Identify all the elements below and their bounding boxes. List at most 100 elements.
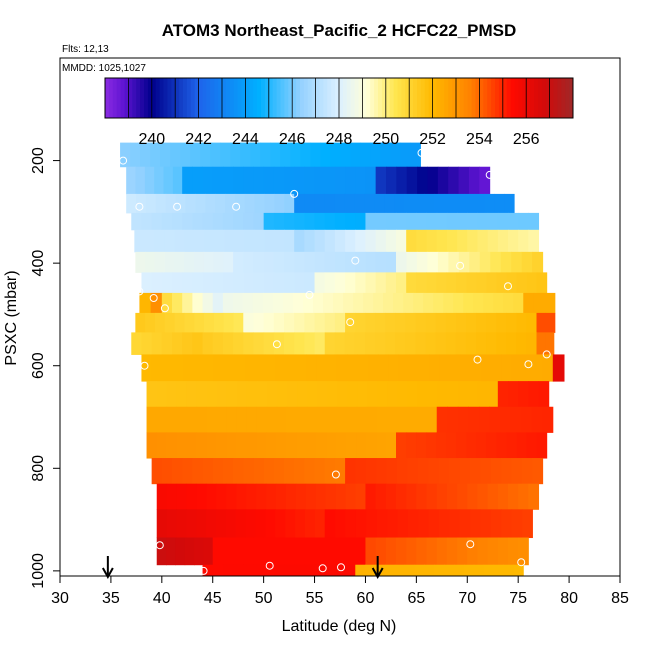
heatmap-cell xyxy=(405,332,416,355)
x-tick-label: 80 xyxy=(560,590,578,607)
heatmap-cell xyxy=(400,142,411,168)
heatmap-cell xyxy=(528,229,540,253)
heatmap-cell xyxy=(304,312,316,333)
heatmap-cell xyxy=(285,483,297,510)
sample-point xyxy=(318,564,327,573)
heatmap-cell xyxy=(518,381,529,408)
heatmap-cell xyxy=(508,229,519,253)
heatmap-cell xyxy=(395,332,406,355)
heatmap-cell xyxy=(477,537,489,566)
sample-point xyxy=(135,202,144,211)
heatmap-cell xyxy=(254,354,266,382)
heatmap-cell xyxy=(463,564,475,577)
heatmap-cell xyxy=(184,537,195,566)
heatmap-cell xyxy=(294,332,305,355)
heatmap-cell xyxy=(417,381,429,408)
heatmap-cell xyxy=(354,332,366,355)
sample-point xyxy=(485,170,494,179)
colorbar-swatch xyxy=(128,78,133,118)
heatmap-cell xyxy=(156,509,168,539)
colorbar-swatch xyxy=(257,78,262,118)
heatmap-cell xyxy=(213,312,225,333)
colorbar-swatch xyxy=(389,78,394,118)
heatmap-cell xyxy=(353,292,364,314)
colorbar-swatch xyxy=(381,78,387,118)
heatmap-cell xyxy=(496,432,508,459)
heatmap-cell xyxy=(325,483,337,510)
heatmap-cell xyxy=(295,354,307,382)
heatmap-cell xyxy=(226,406,238,433)
sample-points xyxy=(119,148,551,575)
heatmap-cell xyxy=(290,142,301,168)
heatmap-cell xyxy=(406,432,417,459)
heatmap-cell xyxy=(500,406,512,433)
colorbar-swatch xyxy=(323,78,328,118)
heatmap-cell xyxy=(154,166,165,195)
heatmap-cell xyxy=(508,537,519,566)
sample-point xyxy=(135,287,144,296)
colorbar-swatch xyxy=(342,78,348,118)
heatmap-cell xyxy=(458,166,470,195)
colorbar-swatch xyxy=(194,78,199,118)
chart-title: ATOM3 Northeast_Pacific_2 HCFC22_PMSD xyxy=(162,21,517,40)
heatmap-cell xyxy=(234,229,245,253)
heatmap-cell xyxy=(224,229,235,253)
heatmap-cell xyxy=(376,509,388,539)
heatmap-cell xyxy=(192,166,204,195)
heatmap-cell xyxy=(468,166,480,195)
heatmap-cell xyxy=(467,212,478,231)
heatmap-cell xyxy=(545,332,555,355)
arrow-head xyxy=(101,567,114,580)
heatmap-cell xyxy=(406,212,417,231)
colorbar-swatch xyxy=(276,78,281,118)
heatmap-cell xyxy=(206,483,217,510)
colorbar-swatch xyxy=(183,78,188,118)
heatmap-cell xyxy=(387,509,398,539)
heatmap-cell xyxy=(406,166,418,195)
heatmap-cell xyxy=(370,142,381,168)
heatmap-cell xyxy=(426,272,437,294)
heatmap-cell xyxy=(345,166,356,195)
x-axis-label: Latitude (deg N) xyxy=(282,618,397,635)
heatmap-cell xyxy=(285,354,297,382)
heatmap-cell xyxy=(126,166,137,195)
heatmap-cell xyxy=(410,142,421,168)
heatmap-cell xyxy=(477,212,489,231)
heatmap-cell xyxy=(405,312,417,333)
heatmap-cell xyxy=(202,332,214,355)
heatmap-cell xyxy=(176,509,187,539)
heatmap-cell xyxy=(526,272,538,294)
heatmap-cell xyxy=(306,432,317,459)
heatmap-cell xyxy=(222,212,234,231)
heatmap-cell xyxy=(536,312,547,333)
heatmap-cell xyxy=(437,381,449,408)
heatmap-cell xyxy=(385,251,397,273)
heatmap-cell xyxy=(135,166,146,195)
y-tick-label: 600 xyxy=(30,352,47,379)
sample-point xyxy=(473,355,482,364)
heatmap-cell xyxy=(216,432,227,459)
heatmap-cell xyxy=(465,312,477,333)
colorbar-tick-label: 242 xyxy=(185,131,212,148)
heatmap-cell xyxy=(255,509,266,539)
heatmap-cell xyxy=(273,312,285,333)
heatmap-cell xyxy=(324,193,335,214)
heatmap-cell xyxy=(427,381,439,408)
heatmap-cell xyxy=(538,381,550,408)
heatmap-cell xyxy=(314,229,326,253)
heatmap-cell xyxy=(273,166,285,195)
heatmap-cell xyxy=(344,193,355,214)
heatmap-cell xyxy=(131,212,142,231)
colorbar-swatch xyxy=(300,78,305,118)
heatmap-cell xyxy=(436,432,447,459)
heatmap-cell xyxy=(222,166,234,195)
heatmap-cell xyxy=(175,537,186,566)
heatmap-cell xyxy=(275,354,286,382)
heatmap-cell xyxy=(480,509,492,539)
heatmap-cell xyxy=(365,537,377,566)
heatmap-cell xyxy=(213,251,224,273)
heatmap-cell xyxy=(313,292,324,314)
heatmap-cell xyxy=(274,229,285,253)
heatmap-cell xyxy=(273,458,285,485)
colorbar-swatch xyxy=(140,78,145,118)
